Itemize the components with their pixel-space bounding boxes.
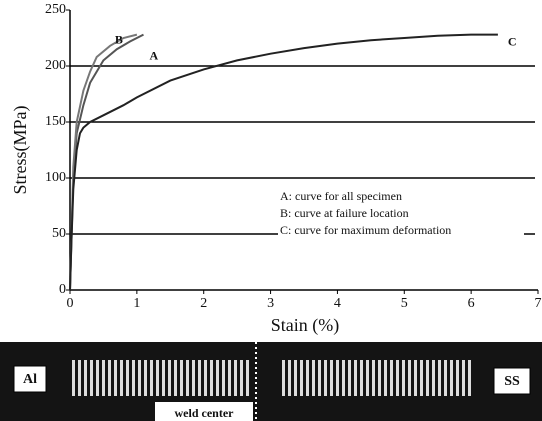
curve-label: A xyxy=(150,48,159,62)
weld-bead xyxy=(318,360,321,396)
stress-strain-curve xyxy=(69,33,498,291)
weld-bead xyxy=(354,360,357,396)
x-axis-label: Stain (%) xyxy=(271,315,339,336)
weld-bead xyxy=(336,360,339,396)
weld-bead xyxy=(396,360,399,396)
annotation-bg xyxy=(278,189,524,205)
weld-bead xyxy=(120,360,123,396)
weld-bead xyxy=(204,360,207,396)
weld-bead xyxy=(300,360,303,396)
annotation: C: curve for maximum deformation xyxy=(280,223,451,237)
stress-strain-curve xyxy=(69,33,144,291)
weld-bead xyxy=(144,360,147,396)
y-tick-label: 50 xyxy=(52,226,66,241)
weld-bead xyxy=(198,360,201,396)
x-tick-label: 2 xyxy=(200,296,207,311)
weld-bead xyxy=(192,360,195,396)
weld-bead xyxy=(438,360,441,396)
weld-bead xyxy=(420,360,423,396)
y-axis-label: Stress(MPa) xyxy=(10,105,31,194)
weld-bead xyxy=(96,360,99,396)
weld-bead xyxy=(384,360,387,396)
weld-center-label: weld center xyxy=(175,406,235,420)
weld-bead xyxy=(150,360,153,396)
weld-bead xyxy=(462,360,465,396)
weld-bead xyxy=(432,360,435,396)
weld-bead xyxy=(414,360,417,396)
curve-label: B xyxy=(115,32,123,46)
weld-bead xyxy=(456,360,459,396)
weld-bead xyxy=(210,360,213,396)
y-tick-label: 100 xyxy=(45,170,66,185)
weld-bead xyxy=(138,360,141,396)
x-tick-label: 3 xyxy=(267,296,274,311)
x-tick-label: 0 xyxy=(67,296,74,311)
weld-bead xyxy=(234,360,237,396)
weld-bead xyxy=(288,360,291,396)
weld-bead xyxy=(402,360,405,396)
weld-bead xyxy=(222,360,225,396)
weld-bead xyxy=(162,360,165,396)
weld-bead xyxy=(78,360,81,396)
weld-bead xyxy=(246,360,249,396)
annotation-bg xyxy=(278,206,524,222)
weld-bead xyxy=(90,360,93,396)
weld-bead xyxy=(282,360,285,396)
weld-bead xyxy=(114,360,117,396)
x-tick-label: 7 xyxy=(535,296,542,311)
weld-bead xyxy=(72,360,75,396)
weld-bead xyxy=(330,360,333,396)
weld-bead xyxy=(156,360,159,396)
y-tick-label: 150 xyxy=(45,114,66,129)
weld-bead xyxy=(240,360,243,396)
weld-bead xyxy=(426,360,429,396)
weld-bead xyxy=(372,360,375,396)
weld-bead xyxy=(348,360,351,396)
x-tick-label: 4 xyxy=(334,296,341,311)
curve-label: C xyxy=(508,34,517,48)
weld-bead xyxy=(168,360,171,396)
y-tick-label: 200 xyxy=(45,58,66,73)
weld-bead xyxy=(180,360,183,396)
annotation-bg xyxy=(278,223,524,239)
weld-bead xyxy=(312,360,315,396)
stress-strain-curve xyxy=(69,33,138,291)
y-tick-label: 250 xyxy=(45,2,66,17)
weld-bead xyxy=(108,360,111,396)
annotation: A: curve for all specimen xyxy=(280,189,402,203)
weld-bead xyxy=(306,360,309,396)
weld-bead xyxy=(378,360,381,396)
y-tick-label: 0 xyxy=(59,282,66,297)
weld-bead xyxy=(294,360,297,396)
weld-bead xyxy=(444,360,447,396)
weld-bead xyxy=(324,360,327,396)
weld-bead xyxy=(186,360,189,396)
weld-bead xyxy=(360,360,363,396)
photo-strip: Al SS weld center xyxy=(0,342,542,421)
weld-bead xyxy=(342,360,345,396)
weld-bead xyxy=(366,360,369,396)
weld-bead xyxy=(216,360,219,396)
right-material-label: SS xyxy=(504,374,520,389)
annotation: B: curve at failure location xyxy=(280,206,409,220)
weld-bead xyxy=(84,360,87,396)
weld-bead xyxy=(102,360,105,396)
weld-bead xyxy=(468,360,471,396)
weld-bead xyxy=(228,360,231,396)
x-tick-label: 5 xyxy=(401,296,408,311)
weld-bead xyxy=(132,360,135,396)
weld-bead xyxy=(174,360,177,396)
weld-bead xyxy=(408,360,411,396)
x-tick-label: 6 xyxy=(468,296,475,311)
weld-bead xyxy=(126,360,129,396)
x-tick-label: 1 xyxy=(133,296,140,311)
weld-bead xyxy=(450,360,453,396)
weld-bead xyxy=(390,360,393,396)
left-material-label: Al xyxy=(23,372,37,387)
